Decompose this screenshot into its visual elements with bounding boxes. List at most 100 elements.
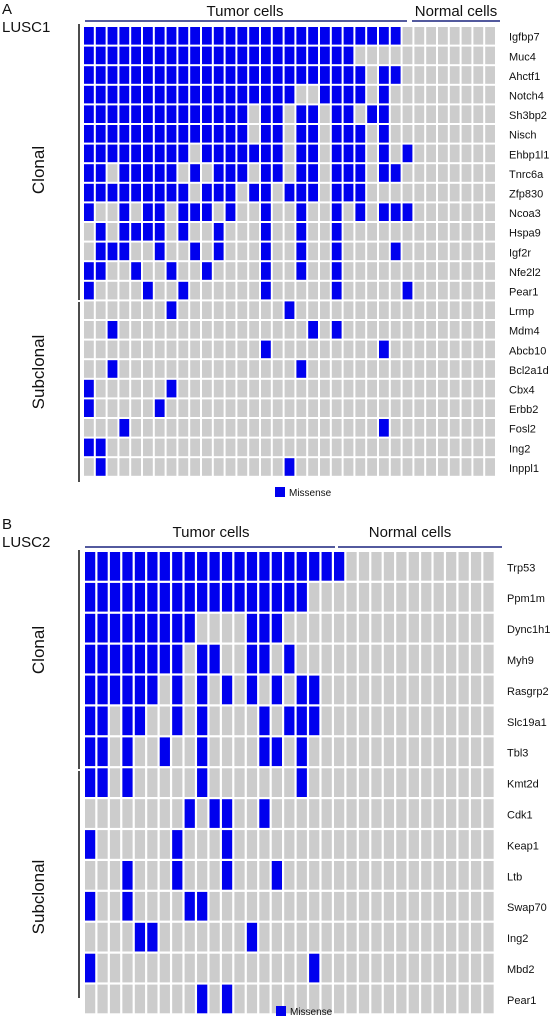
mutation-cell: [202, 46, 212, 65]
mutation-cell: [225, 125, 236, 143]
wildtype-cell: [461, 419, 472, 437]
mutation-cell: [166, 301, 177, 319]
wildtype-cell: [154, 262, 165, 280]
wildtype-cell: [190, 183, 200, 202]
wildtype-cell: [308, 203, 318, 221]
wildtype-cell: [485, 379, 495, 398]
wildtype-cell: [154, 301, 165, 319]
wildtype-cell: [438, 379, 448, 398]
wildtype-cell: [172, 768, 183, 797]
wildtype-cell: [197, 830, 208, 859]
wildtype-cell: [390, 301, 401, 319]
wildtype-cell: [159, 768, 170, 797]
mutation-cell: [134, 675, 146, 705]
wildtype-cell: [320, 281, 330, 300]
wildtype-cell: [296, 922, 307, 952]
mutation-cell: [308, 144, 318, 163]
wildtype-cell: [346, 922, 357, 952]
mutation-cell: [261, 223, 271, 241]
wildtype-cell: [172, 953, 183, 983]
wildtype-cell: [154, 438, 165, 457]
wildtype-cell: [143, 340, 153, 359]
wildtype-cell: [346, 552, 357, 581]
mutation-cell: [85, 644, 96, 674]
wildtype-cell: [190, 379, 200, 398]
wildtype-cell: [272, 262, 283, 280]
wildtype-cell: [321, 922, 332, 952]
wildtype-cell: [190, 301, 200, 319]
mutation-cell: [107, 242, 118, 261]
wildtype-cell: [178, 340, 189, 359]
wildtype-cell: [343, 379, 354, 398]
wildtype-cell: [237, 419, 248, 437]
wildtype-cell: [95, 203, 106, 221]
wildtype-cell: [321, 582, 332, 612]
wildtype-cell: [334, 861, 345, 890]
mutation-cell: [184, 613, 195, 643]
wildtype-cell: [367, 203, 377, 221]
wildtype-cell: [383, 799, 395, 828]
gene-label: Ing2: [507, 933, 528, 945]
wildtype-cell: [190, 438, 200, 457]
wildtype-cell: [408, 706, 419, 736]
wildtype-cell: [483, 861, 494, 890]
wildtype-cell: [473, 360, 484, 378]
mutation-cell: [147, 644, 158, 674]
wildtype-cell: [271, 706, 282, 736]
wildtype-cell: [237, 458, 248, 476]
mutation-cell: [331, 144, 342, 163]
wildtype-cell: [190, 399, 200, 417]
wildtype-cell: [95, 379, 106, 398]
wildtype-cell: [343, 340, 354, 359]
panel-b-gene-labels: Trp53 Ppm1m Dync1h1 Myh9 Rasgrp2 Slc19a1 Tbl3 K…: [507, 562, 550, 1007]
mutation-cell: [331, 242, 342, 261]
wildtype-cell: [367, 340, 377, 359]
wildtype-cell: [197, 799, 208, 828]
wildtype-cell: [408, 922, 419, 952]
wildtype-cell: [109, 953, 121, 983]
wildtype-cell: [473, 105, 484, 123]
wildtype-cell: [84, 340, 94, 359]
mutation-cell: [261, 242, 271, 261]
wildtype-cell: [438, 262, 448, 280]
mutation-cell: [331, 321, 342, 339]
mutation-cell: [390, 66, 401, 84]
wildtype-cell: [473, 66, 484, 84]
mutation-cell: [122, 644, 133, 674]
wildtype-cell: [308, 360, 318, 378]
wildtype-cell: [421, 861, 432, 890]
mutation-cell: [178, 85, 189, 104]
panel-b-normal-label: Normal cells: [369, 524, 452, 541]
gene-label: Ppm1m: [507, 593, 545, 605]
mutation-cell: [85, 582, 96, 612]
wildtype-cell: [446, 984, 457, 1014]
wildtype-cell: [449, 379, 460, 398]
wildtype-cell: [284, 262, 295, 280]
wildtype-cell: [334, 706, 345, 736]
wildtype-cell: [234, 644, 245, 674]
mutation-cell: [159, 552, 170, 581]
mutation-cell: [296, 203, 307, 221]
wildtype-cell: [449, 242, 460, 261]
wildtype-cell: [213, 301, 224, 319]
wildtype-cell: [172, 891, 183, 921]
wildtype-cell: [402, 262, 413, 280]
wildtype-cell: [334, 984, 345, 1014]
mutation-cell: [367, 105, 377, 123]
wildtype-cell: [390, 46, 401, 65]
mutation-cell: [166, 27, 177, 45]
wildtype-cell: [449, 144, 460, 163]
wildtype-cell: [346, 861, 357, 890]
wildtype-cell: [134, 768, 146, 797]
wildtype-cell: [85, 861, 96, 890]
wildtype-cell: [234, 675, 245, 705]
wildtype-cell: [225, 379, 236, 398]
wildtype-cell: [143, 399, 153, 417]
gene-label: Tnrc6a: [509, 169, 544, 181]
panel-b-legend-label: Missense: [290, 1007, 333, 1018]
wildtype-cell: [234, 830, 245, 859]
wildtype-cell: [446, 922, 457, 952]
wildtype-cell: [473, 281, 484, 300]
wildtype-cell: [449, 164, 460, 182]
mutation-cell: [202, 85, 212, 104]
